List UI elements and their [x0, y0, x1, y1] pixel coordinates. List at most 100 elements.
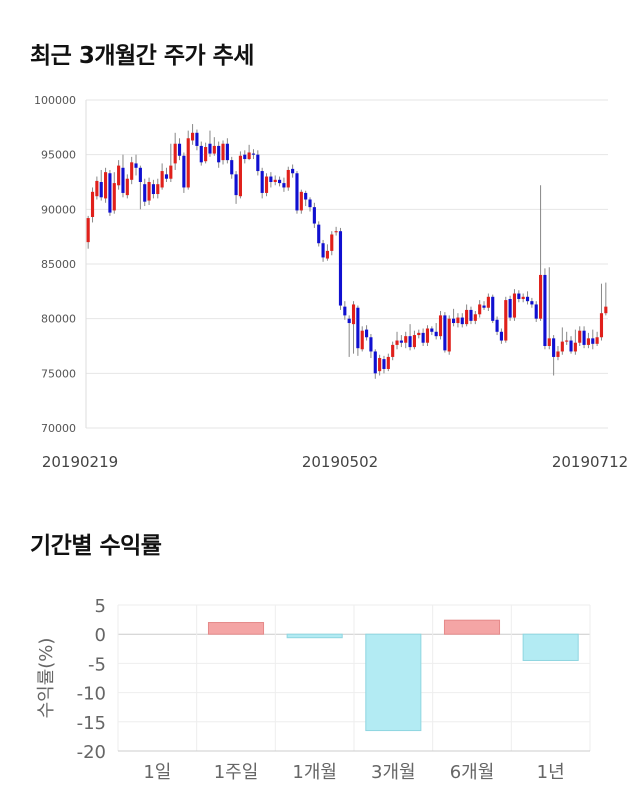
returns-bars — [207, 619, 579, 732]
candle — [151, 179, 155, 199]
candle — [512, 289, 517, 321]
candle-body — [360, 330, 364, 350]
candle-body — [595, 337, 599, 344]
candle — [465, 304, 469, 327]
candle — [164, 167, 169, 182]
candle-body — [560, 341, 564, 352]
candle — [469, 306, 473, 325]
candle — [552, 335, 556, 376]
candle — [212, 137, 216, 156]
candle-body — [186, 138, 190, 188]
candle — [456, 313, 460, 328]
candle-body — [121, 167, 125, 193]
candle-body — [251, 153, 256, 155]
returns-x-tick-label: 3개월 — [371, 762, 416, 783]
candle-body — [95, 180, 99, 197]
candle — [382, 355, 386, 374]
candle-body — [547, 338, 551, 346]
candle-body — [147, 182, 151, 201]
candle — [604, 282, 608, 316]
returns-bar — [286, 633, 343, 639]
candle — [138, 165, 142, 210]
candle — [308, 197, 312, 212]
candle — [130, 156, 134, 185]
candle-body — [443, 315, 447, 351]
price-y-tick-label: 95000 — [41, 149, 76, 162]
candle — [478, 300, 482, 318]
candle — [330, 231, 334, 256]
candle — [134, 154, 138, 176]
candle — [334, 226, 338, 236]
candle-body — [273, 179, 277, 182]
candle — [251, 149, 256, 160]
candle-body — [256, 154, 260, 172]
price-y-tick-label: 70000 — [41, 422, 76, 435]
candle-body — [356, 307, 360, 349]
candle-body — [565, 340, 569, 342]
candle — [408, 324, 412, 351]
returns-x-ticks: 1일 1주일 1개월 3개월 6개월 1년 — [143, 762, 564, 783]
candle-body — [482, 305, 486, 308]
candle — [599, 283, 604, 341]
price-y-tick-label: 75000 — [41, 367, 76, 380]
candle — [404, 331, 408, 349]
returns-grid — [117, 604, 591, 752]
candle — [343, 301, 347, 320]
candle-body — [164, 174, 169, 179]
candle-body — [438, 315, 443, 337]
candle — [504, 296, 508, 343]
candle — [556, 346, 560, 361]
candle-body — [160, 171, 164, 188]
candle-body — [504, 300, 508, 341]
candle-body — [125, 178, 129, 196]
candle-body — [569, 340, 573, 352]
candle-body — [282, 183, 286, 188]
candle-body — [460, 317, 464, 325]
price-x-tick-label: 20190502 — [302, 453, 378, 471]
candle-body — [208, 143, 212, 154]
candle-body — [304, 192, 308, 200]
candle — [278, 176, 282, 187]
candle — [391, 341, 395, 361]
candle-body — [586, 338, 590, 345]
candle — [347, 315, 351, 357]
candle-body — [134, 163, 138, 168]
candle-body — [373, 351, 377, 374]
candle — [521, 293, 525, 303]
candlestick-chart: 100000 95000 90000 85000 80000 75000 70000 201… — [34, 94, 628, 471]
candle — [421, 328, 425, 346]
candle-body — [182, 155, 186, 188]
candle-body — [543, 274, 547, 346]
candle-body — [399, 340, 403, 343]
candle-body — [286, 169, 290, 188]
candle-body — [604, 306, 608, 314]
returns-bar — [522, 633, 579, 661]
candle — [569, 336, 573, 354]
returns-y-tick-label: -20 — [77, 742, 106, 763]
returns-x-tick-label: 1개월 — [292, 762, 337, 783]
candle-body — [321, 243, 325, 258]
candle-body — [425, 328, 430, 343]
candle — [299, 189, 303, 214]
candle-body — [191, 132, 195, 141]
candle-body — [334, 231, 338, 233]
candle-body — [269, 176, 273, 182]
candle — [160, 163, 164, 190]
candle — [291, 164, 295, 178]
candle-body — [456, 317, 460, 324]
candle-body — [312, 207, 316, 224]
price-y-tick-label: 80000 — [41, 313, 76, 326]
returns-bar — [443, 619, 501, 635]
candle — [247, 144, 251, 161]
candle — [243, 150, 247, 164]
candle — [95, 176, 99, 200]
candle — [560, 327, 564, 355]
candle — [543, 268, 547, 350]
candle — [399, 335, 403, 348]
candle — [86, 215, 90, 249]
price-y-tick-label: 90000 — [41, 203, 76, 216]
candle-body — [343, 306, 347, 316]
candle-body — [408, 336, 412, 348]
candle-body — [330, 234, 334, 251]
candle — [273, 175, 277, 186]
